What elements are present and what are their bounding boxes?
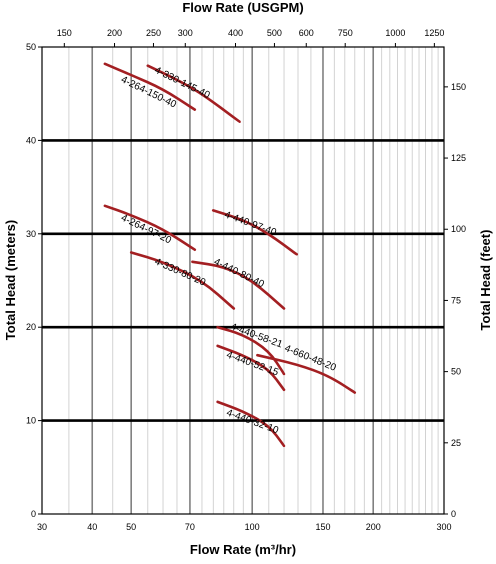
plot-frame (41, 46, 445, 515)
y-tick-label: 40 (26, 135, 36, 145)
curve-labels: 4-330-145-404-264-150-404-264-97-20 4-440… (119, 65, 338, 437)
y-tick-label: 50 (26, 42, 36, 52)
x2-tick-label: 150 (57, 28, 72, 38)
x-tick-label: 30 (37, 522, 47, 532)
grid (42, 47, 444, 514)
pump-curve-4-440-32-10 (216, 400, 286, 448)
pump-curve-4-440-58-21 (216, 325, 286, 376)
top-axis-title: Flow Rate (USGPM) (182, 0, 303, 15)
x2-tick-label: 400 (228, 28, 243, 38)
curve-label: 4-440-80-40 (212, 257, 266, 291)
pump-curve-4-440-52-15 (216, 344, 286, 392)
x-tick-label: 150 (315, 522, 330, 532)
y-tick-label: 20 (26, 322, 36, 332)
y-tick-label: 30 (26, 229, 36, 239)
curve-label: 4-330-80-20 (153, 256, 208, 288)
x2-tick-label: 600 (299, 28, 314, 38)
y2-tick-label: 150 (451, 82, 466, 92)
x-tick-label: 50 (126, 522, 136, 532)
bottom-axis-title: Flow Rate (m³/hr) (190, 542, 296, 557)
pump-curve-4-330-80-20 (129, 251, 236, 310)
y-tick-label: 0 (31, 509, 36, 519)
x2-tick-label: 1000 (385, 28, 405, 38)
x2-tick-label: 300 (178, 28, 193, 38)
x-tick-label: 200 (366, 522, 381, 532)
pump-curve-4-264-97-20 (103, 204, 197, 251)
y-tick-label: 10 (26, 416, 36, 426)
pump-curve-4-440-97-40 (211, 209, 298, 256)
pump-curve-4-440-80-40 (191, 260, 286, 310)
right-axis-title: Total Head (feet) (478, 230, 493, 331)
y2-tick-label: 100 (451, 224, 466, 234)
x2-tick-label: 500 (267, 28, 282, 38)
x-tick-label: 100 (245, 522, 260, 532)
y2-tick-label: 75 (451, 295, 461, 305)
pump-curve-4-264-150-40 (103, 62, 197, 111)
y2-tick-label: 50 (451, 367, 461, 377)
pump-curves (103, 62, 357, 448)
x2-tick-label: 200 (107, 28, 122, 38)
x2-tick-label: 250 (146, 28, 161, 38)
y2-tick-label: 0 (451, 509, 456, 519)
curve-label: 4-264-97-20 (119, 213, 173, 247)
y2-tick-label: 125 (451, 153, 466, 163)
x-tick-label: 70 (185, 522, 195, 532)
pump-curve-4-330-145-40 (146, 64, 241, 123)
y2-tick-label: 25 (451, 438, 461, 448)
pump-curve-4-660-48-20 (256, 353, 357, 394)
left-axis-title: Total Head (meters) (3, 220, 18, 340)
x2-tick-label: 1250 (424, 28, 444, 38)
x-tick-label: 300 (436, 522, 451, 532)
x-tick-label: 40 (87, 522, 97, 532)
x2-tick-label: 750 (338, 28, 353, 38)
